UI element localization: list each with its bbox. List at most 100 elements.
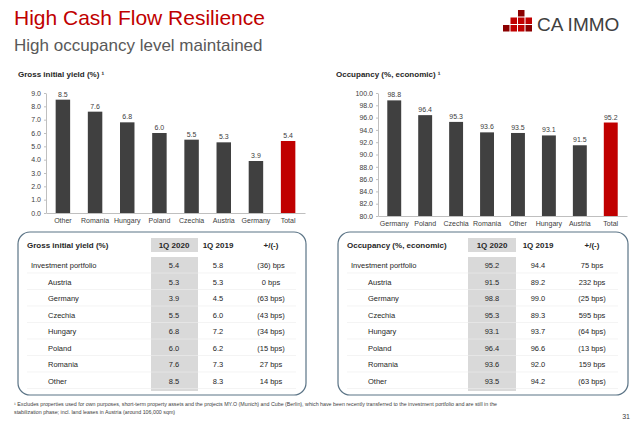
table-cell: Romania (48, 360, 79, 369)
y-tick: 92.0 (359, 139, 378, 146)
table-cell: (63 bps) (578, 377, 606, 386)
bar (56, 100, 70, 213)
bars (387, 100, 617, 216)
y-tick-label: 2.0 (31, 183, 41, 190)
data-label: 93.1 (542, 126, 556, 133)
y-tick-label: 5.0 (31, 143, 41, 150)
table-header-cell: +/(-) (585, 241, 600, 250)
bars (56, 100, 296, 213)
x-tick: Romania (473, 220, 501, 227)
y-tick-label: 88.0 (359, 164, 373, 171)
table-cell: 3.9 (169, 294, 179, 303)
y-axis: 0.01.02.03.04.05.06.07.08.09.0 (31, 90, 46, 217)
data-label: 98.8 (387, 91, 401, 98)
y-tick-label: 86.0 (359, 176, 373, 183)
y-tick: 82.0 (359, 200, 378, 207)
x-axis-line (47, 213, 306, 214)
x-tick: Czechia (179, 217, 204, 224)
x-tick-label: Romania (81, 217, 109, 224)
table-cell: Other (368, 377, 387, 386)
y-tick: 6.0 (31, 130, 46, 137)
x-tick-label: Hungary (114, 217, 141, 225)
table-border (18, 232, 306, 395)
y-tick-mark (376, 155, 378, 156)
y-tick-mark (44, 120, 46, 121)
table-cell: Romania (368, 360, 399, 369)
y-tick: 1.0 (31, 196, 46, 203)
table-row-line (27, 355, 296, 356)
x-tick: Czechia (443, 220, 468, 227)
bar (281, 141, 295, 213)
y-tick: 0.0 (31, 210, 46, 217)
table-cell: 6.8 (169, 327, 179, 336)
table-header-shade (151, 238, 198, 252)
y-tick: 90.0 (359, 151, 378, 158)
table: Occupancy (%, economic)1Q 20201Q 2019+/(… (338, 232, 628, 395)
table-cell: 8.3 (213, 377, 223, 386)
bar (542, 135, 556, 216)
x-tick-label: Other (509, 220, 527, 227)
x-tick-label: Czechia (179, 217, 204, 224)
x-tick-label: Total (603, 220, 618, 227)
table: Gross initial yield (%)1Q 20201Q 2019+/(… (18, 232, 306, 395)
table-cell: 7.6 (169, 360, 179, 369)
y-tick: 88.0 (359, 164, 378, 171)
x-tick-label: Poland (149, 217, 171, 224)
table-cell: 93.7 (531, 327, 546, 336)
table-row-line (27, 322, 296, 323)
y-tick-label: 3.0 (31, 170, 41, 177)
y-tick: 2.0 (31, 183, 46, 190)
bar (449, 122, 463, 216)
logo-square (526, 18, 533, 25)
y-tick-mark (376, 191, 378, 192)
table-cell: 93.6 (485, 360, 500, 369)
footnote: ¹ Excludes properties used for own purpo… (14, 401, 497, 407)
data-label: 3.9 (251, 152, 261, 159)
table-cell: 5.3 (213, 278, 223, 287)
bar (387, 100, 401, 216)
y-tick: 98.0 (359, 102, 378, 109)
table-cell: 89.3 (531, 311, 546, 320)
table-header-shade (468, 238, 516, 252)
table-cell: 93.1 (485, 327, 500, 336)
y-tick-label: 8.0 (31, 103, 41, 110)
y-tick-label: 92.0 (359, 139, 373, 146)
x-tick-label: Germany (380, 220, 409, 228)
y-tick-mark (44, 186, 46, 187)
table-cell: 96.6 (531, 344, 546, 353)
logo-square (503, 25, 510, 32)
table-cell: (34 bps) (257, 327, 285, 336)
chart-title: Gross initial yield (%) ¹ (18, 70, 105, 79)
y-tick-label: 9.0 (31, 90, 41, 97)
table-row-line (27, 388, 296, 389)
x-tick-label: Poland (414, 220, 436, 227)
table-row-line (27, 306, 296, 307)
table-row-line (347, 322, 618, 323)
table-cell: Germany (368, 294, 399, 303)
y-axis-line (46, 94, 47, 214)
y-tick-label: 90.0 (359, 151, 373, 158)
table-cell: Austria (48, 278, 72, 287)
table-cell: 98.8 (485, 294, 500, 303)
x-tick: Poland (149, 217, 171, 224)
logo-square (518, 10, 525, 17)
data-label: 6.0 (155, 124, 165, 131)
table-row-line (347, 388, 618, 389)
table-cell: 96.4 (485, 344, 500, 353)
y-tick-label: 82.0 (359, 200, 373, 207)
y-tick-mark (376, 142, 378, 143)
data-label: 96.4 (418, 106, 432, 113)
y-tick-label: 96.0 (359, 114, 373, 121)
y-tick: 4.0 (31, 156, 46, 163)
x-tick: Other (54, 217, 72, 224)
x-axis: OtherRomaniaHungaryPolandCzechiaAustriaG… (47, 214, 306, 225)
table-row-line (347, 339, 618, 340)
data-label: 93.5 (511, 124, 525, 131)
x-tick-label: Austria (569, 220, 591, 227)
table-cell: (15 bps) (257, 344, 285, 353)
table-cell: 5.8 (213, 261, 223, 270)
y-tick-label: 98.0 (359, 102, 373, 109)
y-tick-mark (44, 146, 46, 147)
x-tick: Hungary (536, 220, 563, 228)
y-tick: 5.0 (31, 143, 46, 150)
